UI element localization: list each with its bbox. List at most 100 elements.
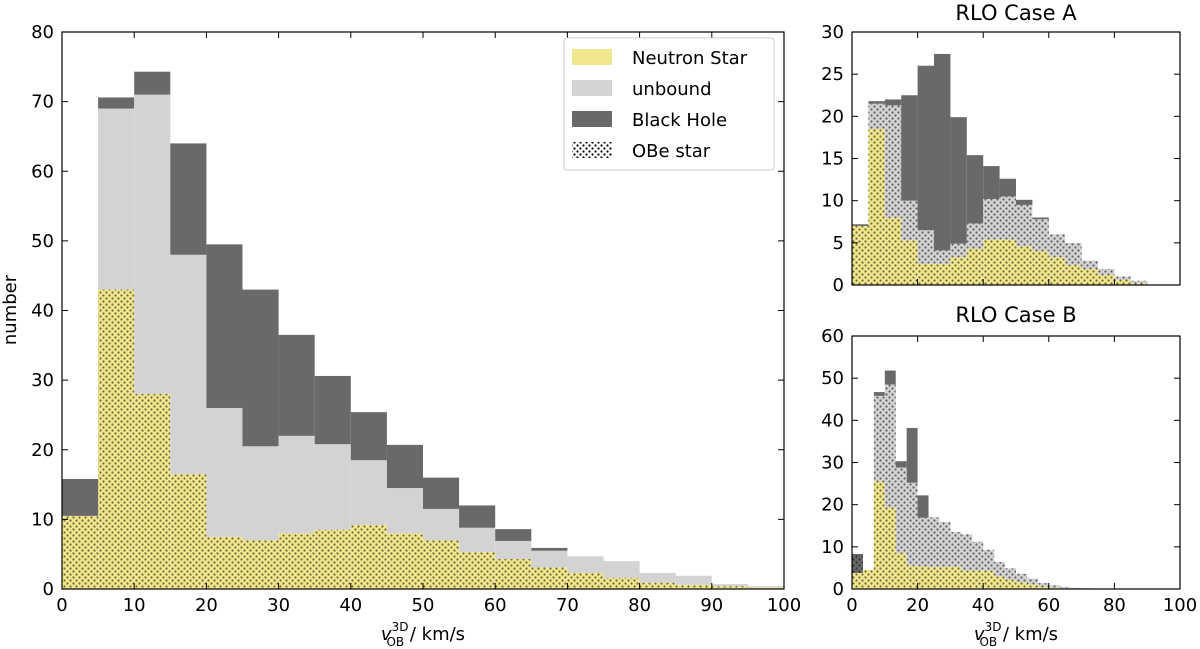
caseB-bar-obe-14 bbox=[1005, 568, 1016, 589]
main-bar-obe-15 bbox=[603, 577, 640, 589]
legend-label-obe-star: OBe star bbox=[632, 141, 711, 162]
legend-label-unbound: unbound bbox=[632, 79, 712, 100]
main-bar-unbound-10 bbox=[423, 508, 460, 541]
caseB-bar-obe-19 bbox=[1059, 586, 1071, 589]
main-xtick-label-100: 100 bbox=[767, 595, 801, 616]
main-ytick-label-10: 10 bbox=[31, 509, 54, 530]
caseA-bar-black-hole-9 bbox=[999, 178, 1016, 197]
caseB-ytick-label-10: 10 bbox=[821, 537, 844, 558]
caseA-bar-black-hole-10 bbox=[1016, 199, 1033, 205]
main-xtick-label-30: 30 bbox=[267, 595, 290, 616]
main-ytick-label-80: 80 bbox=[31, 22, 54, 43]
caseB-xtick-label-80: 80 bbox=[1103, 595, 1126, 616]
caseA-ytick-label-30: 30 bbox=[821, 22, 844, 43]
main-bar-unbound-19 bbox=[747, 586, 784, 588]
main-ytick-label-50: 50 bbox=[31, 231, 54, 252]
main-bar-obe-0 bbox=[62, 515, 99, 589]
caseA-bar-obe-3 bbox=[901, 200, 918, 285]
caseB-bar-obe-11 bbox=[972, 541, 984, 589]
caseB-xtick-label-0: 0 bbox=[846, 595, 857, 616]
legend-box bbox=[563, 37, 775, 171]
main-xtick-label-60: 60 bbox=[484, 595, 507, 616]
caseA-bar-obe-16 bbox=[1114, 276, 1131, 285]
caseB-bar-obe-13 bbox=[994, 562, 1006, 589]
caseA-bar-black-hole-11 bbox=[1032, 217, 1049, 220]
caseA-bar-obe-12 bbox=[1048, 234, 1066, 285]
caseA-bar-black-hole-6 bbox=[950, 117, 967, 244]
caseA-ytick-label-25: 25 bbox=[821, 64, 844, 85]
main-x-axis-label: v3D OB / km/s bbox=[381, 620, 465, 649]
main-bar-black-hole-13 bbox=[531, 547, 568, 551]
caseB-bar-obe-15 bbox=[1016, 573, 1027, 589]
main-bar-obe-18 bbox=[711, 586, 748, 589]
case-b-title: RLO Case B bbox=[955, 303, 1076, 327]
caseB-bar-obe-17 bbox=[1037, 583, 1049, 589]
legend-swatch-black-hole bbox=[572, 111, 612, 127]
caseB-bar-obe-0 bbox=[852, 554, 863, 589]
main-bar-unbound-1 bbox=[98, 108, 135, 290]
main-bar-unbound-14 bbox=[567, 556, 604, 573]
main-bar-unbound-4 bbox=[206, 407, 243, 537]
caseB-ytick-label-30: 30 bbox=[821, 453, 844, 474]
caseB-xtick-label-60: 60 bbox=[1037, 595, 1060, 616]
caseB-ytick-label-40: 40 bbox=[821, 410, 844, 431]
main-ytick-label-70: 70 bbox=[31, 92, 54, 113]
main-bar-obe-11 bbox=[459, 552, 496, 589]
legend-label-neutron-star: Neutron Star bbox=[632, 48, 748, 69]
case-b-ticks: 0 10 20 30 40 50 60 0 20 40 60 80 100 bbox=[821, 326, 1197, 616]
main-bar-black-hole-8 bbox=[350, 412, 387, 461]
main-bar-unbound-2 bbox=[134, 94, 171, 395]
caseA-bar-obe-11 bbox=[1032, 219, 1049, 285]
caseB-xtick-label-20: 20 bbox=[906, 595, 929, 616]
legend-item-neutron-star: Neutron Star bbox=[572, 48, 748, 69]
caseA-bar-obe-10 bbox=[1016, 204, 1033, 285]
case-b-bars bbox=[852, 370, 1104, 589]
caseA-bar-obe-14 bbox=[1081, 260, 1098, 285]
caseB-xtick-label-40: 40 bbox=[972, 595, 995, 616]
main-bar-obe-8 bbox=[350, 524, 387, 589]
caseB-bar-obe-16 bbox=[1026, 578, 1038, 589]
caseA-bar-obe-7 bbox=[966, 223, 984, 285]
case-a-histogram-panel: RLO Case A 0 5 10 15 20 25 30 bbox=[821, 1, 1181, 296]
main-ytick-label-40: 40 bbox=[31, 301, 54, 322]
main-bar-obe-19 bbox=[747, 587, 784, 589]
caseA-bar-obe-9 bbox=[999, 196, 1016, 285]
main-bar-unbound-7 bbox=[314, 444, 351, 530]
main-bar-unbound-9 bbox=[386, 488, 423, 534]
caseA-bar-obe-8 bbox=[983, 198, 1000, 285]
main-bar-black-hole-4 bbox=[206, 244, 243, 408]
caseA-ytick-label-15: 15 bbox=[821, 149, 844, 170]
caseA-ytick-label-20: 20 bbox=[821, 106, 844, 127]
main-bar-obe-10 bbox=[423, 540, 460, 589]
caseB-bar-black-hole-5 bbox=[906, 427, 918, 483]
main-bar-unbound-3 bbox=[170, 254, 207, 475]
main-bar-black-hole-1 bbox=[98, 97, 135, 109]
main-bar-black-hole-3 bbox=[170, 143, 207, 255]
main-bar-unbound-12 bbox=[495, 540, 532, 560]
caseA-bar-obe-13 bbox=[1065, 242, 1082, 285]
main-bar-obe-17 bbox=[675, 584, 712, 589]
main-bar-obe-9 bbox=[386, 533, 423, 589]
caseB-bar-obe-2 bbox=[873, 395, 885, 589]
main-bar-unbound-5 bbox=[242, 446, 279, 541]
caseA-ytick-label-5: 5 bbox=[833, 233, 844, 254]
main-bar-black-hole-9 bbox=[386, 444, 423, 489]
main-bar-obe-12 bbox=[495, 559, 532, 589]
caseA-bar-black-hole-0 bbox=[852, 224, 869, 226]
main-xtick-label-0: 0 bbox=[56, 595, 67, 616]
caseB-bar-black-hole-3 bbox=[884, 370, 896, 385]
case-b-x-axis-label: v3D OB / km/s bbox=[974, 620, 1058, 649]
main-ticks: 0 10 20 30 40 50 60 70 80 0 10 20 30 40 50 60 70 80 90 100 bbox=[31, 22, 801, 616]
main-bar-black-hole-2 bbox=[134, 71, 171, 95]
main-bar-obe-16 bbox=[639, 582, 676, 589]
caseB-bar-obe-9 bbox=[950, 532, 962, 589]
main-y-axis-label: number bbox=[0, 274, 21, 345]
caseA-bar-black-hole-1 bbox=[868, 101, 885, 104]
main-xtick-label-40: 40 bbox=[339, 595, 362, 616]
main-bar-unbound-16 bbox=[639, 572, 676, 583]
caseB-bar-obe-5 bbox=[906, 482, 918, 589]
main-bar-black-hole-7 bbox=[314, 375, 351, 445]
case-b-histogram-panel: RLO Case B 0 10 20 30 40 50 60 0 20 40 60 80 100 v3D… bbox=[821, 303, 1197, 649]
